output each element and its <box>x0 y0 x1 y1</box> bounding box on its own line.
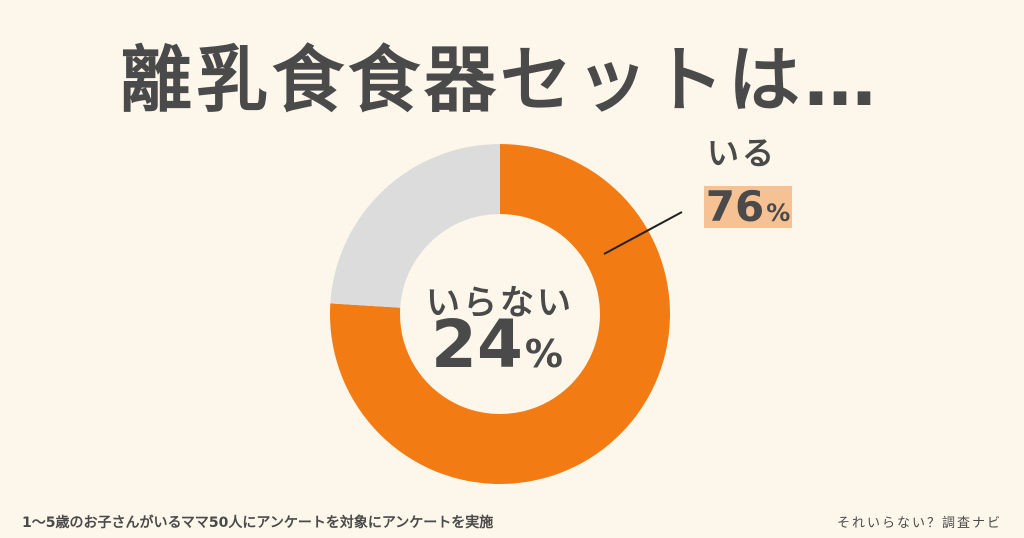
label-iru: いる <box>706 134 778 172</box>
chart-title: 離乳食食器セットは… <box>119 38 880 122</box>
value-iru-number: 76 <box>705 182 765 231</box>
label-iranai: いらない <box>426 283 574 323</box>
value-iranai-unit: % <box>524 332 563 376</box>
slice-iranai <box>330 144 500 308</box>
value-iranai: 24% <box>431 312 563 378</box>
value-iru: 76% <box>704 186 792 228</box>
brand-logo-text: それいらない？調査ナビ <box>836 516 1002 531</box>
leader-line <box>603 211 683 255</box>
value-iranai-number: 24 <box>431 306 523 383</box>
value-iru-unit: % <box>766 199 791 227</box>
slice-iru <box>329 144 670 484</box>
survey-footnote: 1～5歳のお子さんがいるママ50人にアンケートを対象にアンケートを実施 <box>22 515 494 531</box>
